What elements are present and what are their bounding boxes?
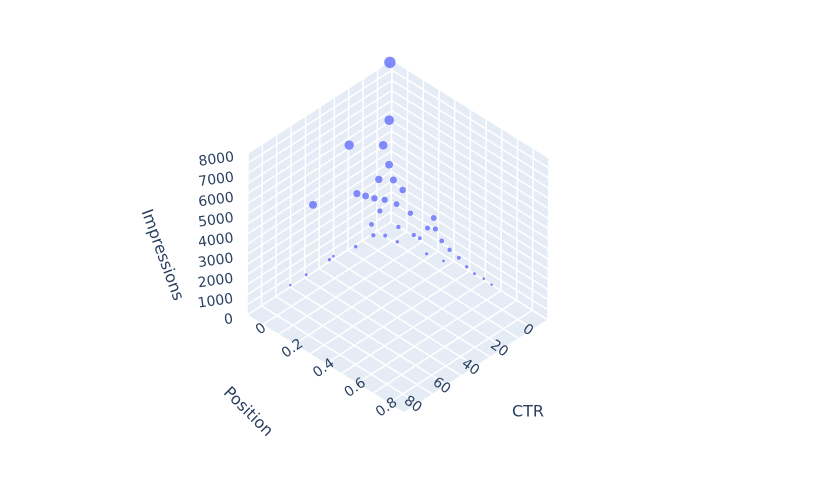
- grid-line-impressions-ctr-wall: [391, 89, 550, 190]
- grid-line-impressions-position-wall: [247, 120, 393, 215]
- grid-line-impressions-position-wall: [247, 89, 393, 185]
- grid-line-position-floor: [304, 277, 462, 377]
- grid-line-impressions-ctr-wall: [390, 221, 549, 321]
- grid-line-position-floor: [261, 305, 419, 405]
- grid-line-impressions-ctr-wall: [391, 150, 549, 250]
- grid-line-impressions-position-wall: [247, 150, 392, 245]
- data-point[interactable]: [481, 276, 486, 281]
- data-point[interactable]: [395, 239, 400, 245]
- data-point[interactable]: [424, 251, 429, 256]
- z-tick-label: 2000: [197, 271, 235, 292]
- grid-line-impressions-ctr-wall: [391, 59, 550, 159]
- grid-line-impressions-position-wall: [246, 170, 392, 266]
- data-point[interactable]: [441, 258, 446, 263]
- grid-line-impressions-position-wall: [247, 140, 392, 235]
- grid-line-impressions-position-wall: [247, 59, 393, 154]
- x-axis-title: CTR: [512, 402, 544, 421]
- data-point[interactable]: [472, 271, 477, 276]
- grid-line-impressions-ctr-wall: [390, 170, 549, 271]
- data-point[interactable]: [432, 225, 439, 233]
- z-tick-label: 1000: [197, 291, 235, 312]
- grid-line-impressions-position-wall: [247, 99, 393, 195]
- grid-line-position-floor: [361, 239, 520, 340]
- grid-line-impressions-position-wall: [247, 79, 393, 174]
- grid-line-impressions-position-wall: [246, 160, 392, 255]
- grid-line-impressions-ctr-wall: [391, 120, 550, 220]
- z-tick-label: 5000: [197, 210, 235, 231]
- z-axis-title: Impressions: [138, 206, 189, 303]
- grid-line-impressions-position-wall: [246, 211, 392, 306]
- grid-line-position-floor: [318, 267, 477, 368]
- grid-line-impressions-ctr-wall: [391, 109, 550, 210]
- grid-line-impressions-position-wall: [247, 130, 392, 225]
- z-tick-label: 0: [223, 311, 234, 328]
- grid-line-position-floor: [347, 249, 506, 349]
- data-point[interactable]: [304, 272, 309, 277]
- grid-line-position-floor: [275, 295, 434, 396]
- grid-line-position-floor: [333, 258, 491, 358]
- grid-line-impressions-ctr-wall: [391, 69, 550, 169]
- grid-line-impressions-ctr-wall: [390, 211, 549, 311]
- grid-line-impressions-position-wall: [247, 109, 393, 205]
- z-tick-label: 4000: [197, 230, 235, 251]
- data-point[interactable]: [446, 247, 453, 253]
- grid-line-impressions-ctr-wall: [391, 99, 550, 200]
- data-point[interactable]: [417, 235, 423, 241]
- data-point[interactable]: [411, 232, 417, 238]
- z-tick-label: 3000: [197, 250, 235, 271]
- grid-line-impressions-ctr-wall: [390, 201, 549, 301]
- data-point[interactable]: [370, 232, 376, 238]
- data-point[interactable]: [378, 140, 389, 151]
- grid-line-impressions-ctr-wall: [390, 160, 549, 260]
- data-point[interactable]: [464, 264, 469, 270]
- data-point[interactable]: [398, 186, 407, 194]
- data-point[interactable]: [407, 209, 414, 217]
- data-point[interactable]: [424, 225, 431, 232]
- z-tick-label: 7000: [197, 169, 235, 190]
- grid-line-impressions-ctr-wall: [391, 130, 549, 230]
- data-point[interactable]: [374, 175, 384, 184]
- grid-line-position-floor: [376, 230, 534, 330]
- grid-line-impressions-position-wall: [246, 221, 392, 316]
- data-point[interactable]: [353, 244, 359, 250]
- data-point[interactable]: [383, 56, 397, 69]
- data-point[interactable]: [308, 200, 318, 210]
- grid-line-impressions-position-wall: [246, 201, 392, 296]
- grid-line-impressions-ctr-wall: [391, 79, 550, 179]
- data-point[interactable]: [370, 194, 379, 203]
- grid-line-impressions-ctr-wall: [390, 180, 549, 281]
- data-point[interactable]: [331, 254, 336, 259]
- data-point[interactable]: [393, 200, 400, 208]
- data-point[interactable]: [368, 221, 375, 228]
- z-tick-label: 8000: [198, 149, 236, 170]
- y-axis-title: Position: [220, 383, 277, 440]
- data-point[interactable]: [438, 237, 445, 244]
- data-point[interactable]: [384, 160, 394, 170]
- data-point[interactable]: [288, 283, 293, 287]
- data-point[interactable]: [395, 224, 402, 230]
- data-point[interactable]: [376, 207, 384, 215]
- data-point[interactable]: [430, 214, 438, 222]
- grid-line-impressions-position-wall: [246, 190, 392, 286]
- z-tick-label: 6000: [197, 190, 235, 211]
- data-point[interactable]: [382, 233, 388, 239]
- data-point[interactable]: [389, 175, 398, 185]
- grid-line-impressions-ctr-wall: [391, 140, 549, 240]
- data-point[interactable]: [383, 114, 395, 126]
- grid-line-position-floor: [289, 286, 448, 386]
- data-point[interactable]: [343, 139, 355, 151]
- grid-line-position-floor: [246, 314, 405, 414]
- data-point[interactable]: [456, 255, 462, 261]
- grid-line-impressions-ctr-wall: [390, 190, 549, 291]
- data-point[interactable]: [352, 189, 362, 198]
- grid-line-impressions-position-wall: [247, 69, 393, 164]
- data-point[interactable]: [327, 257, 332, 262]
- data-point[interactable]: [489, 282, 494, 287]
- data-point[interactable]: [361, 192, 370, 200]
- data-point[interactable]: [381, 196, 389, 204]
